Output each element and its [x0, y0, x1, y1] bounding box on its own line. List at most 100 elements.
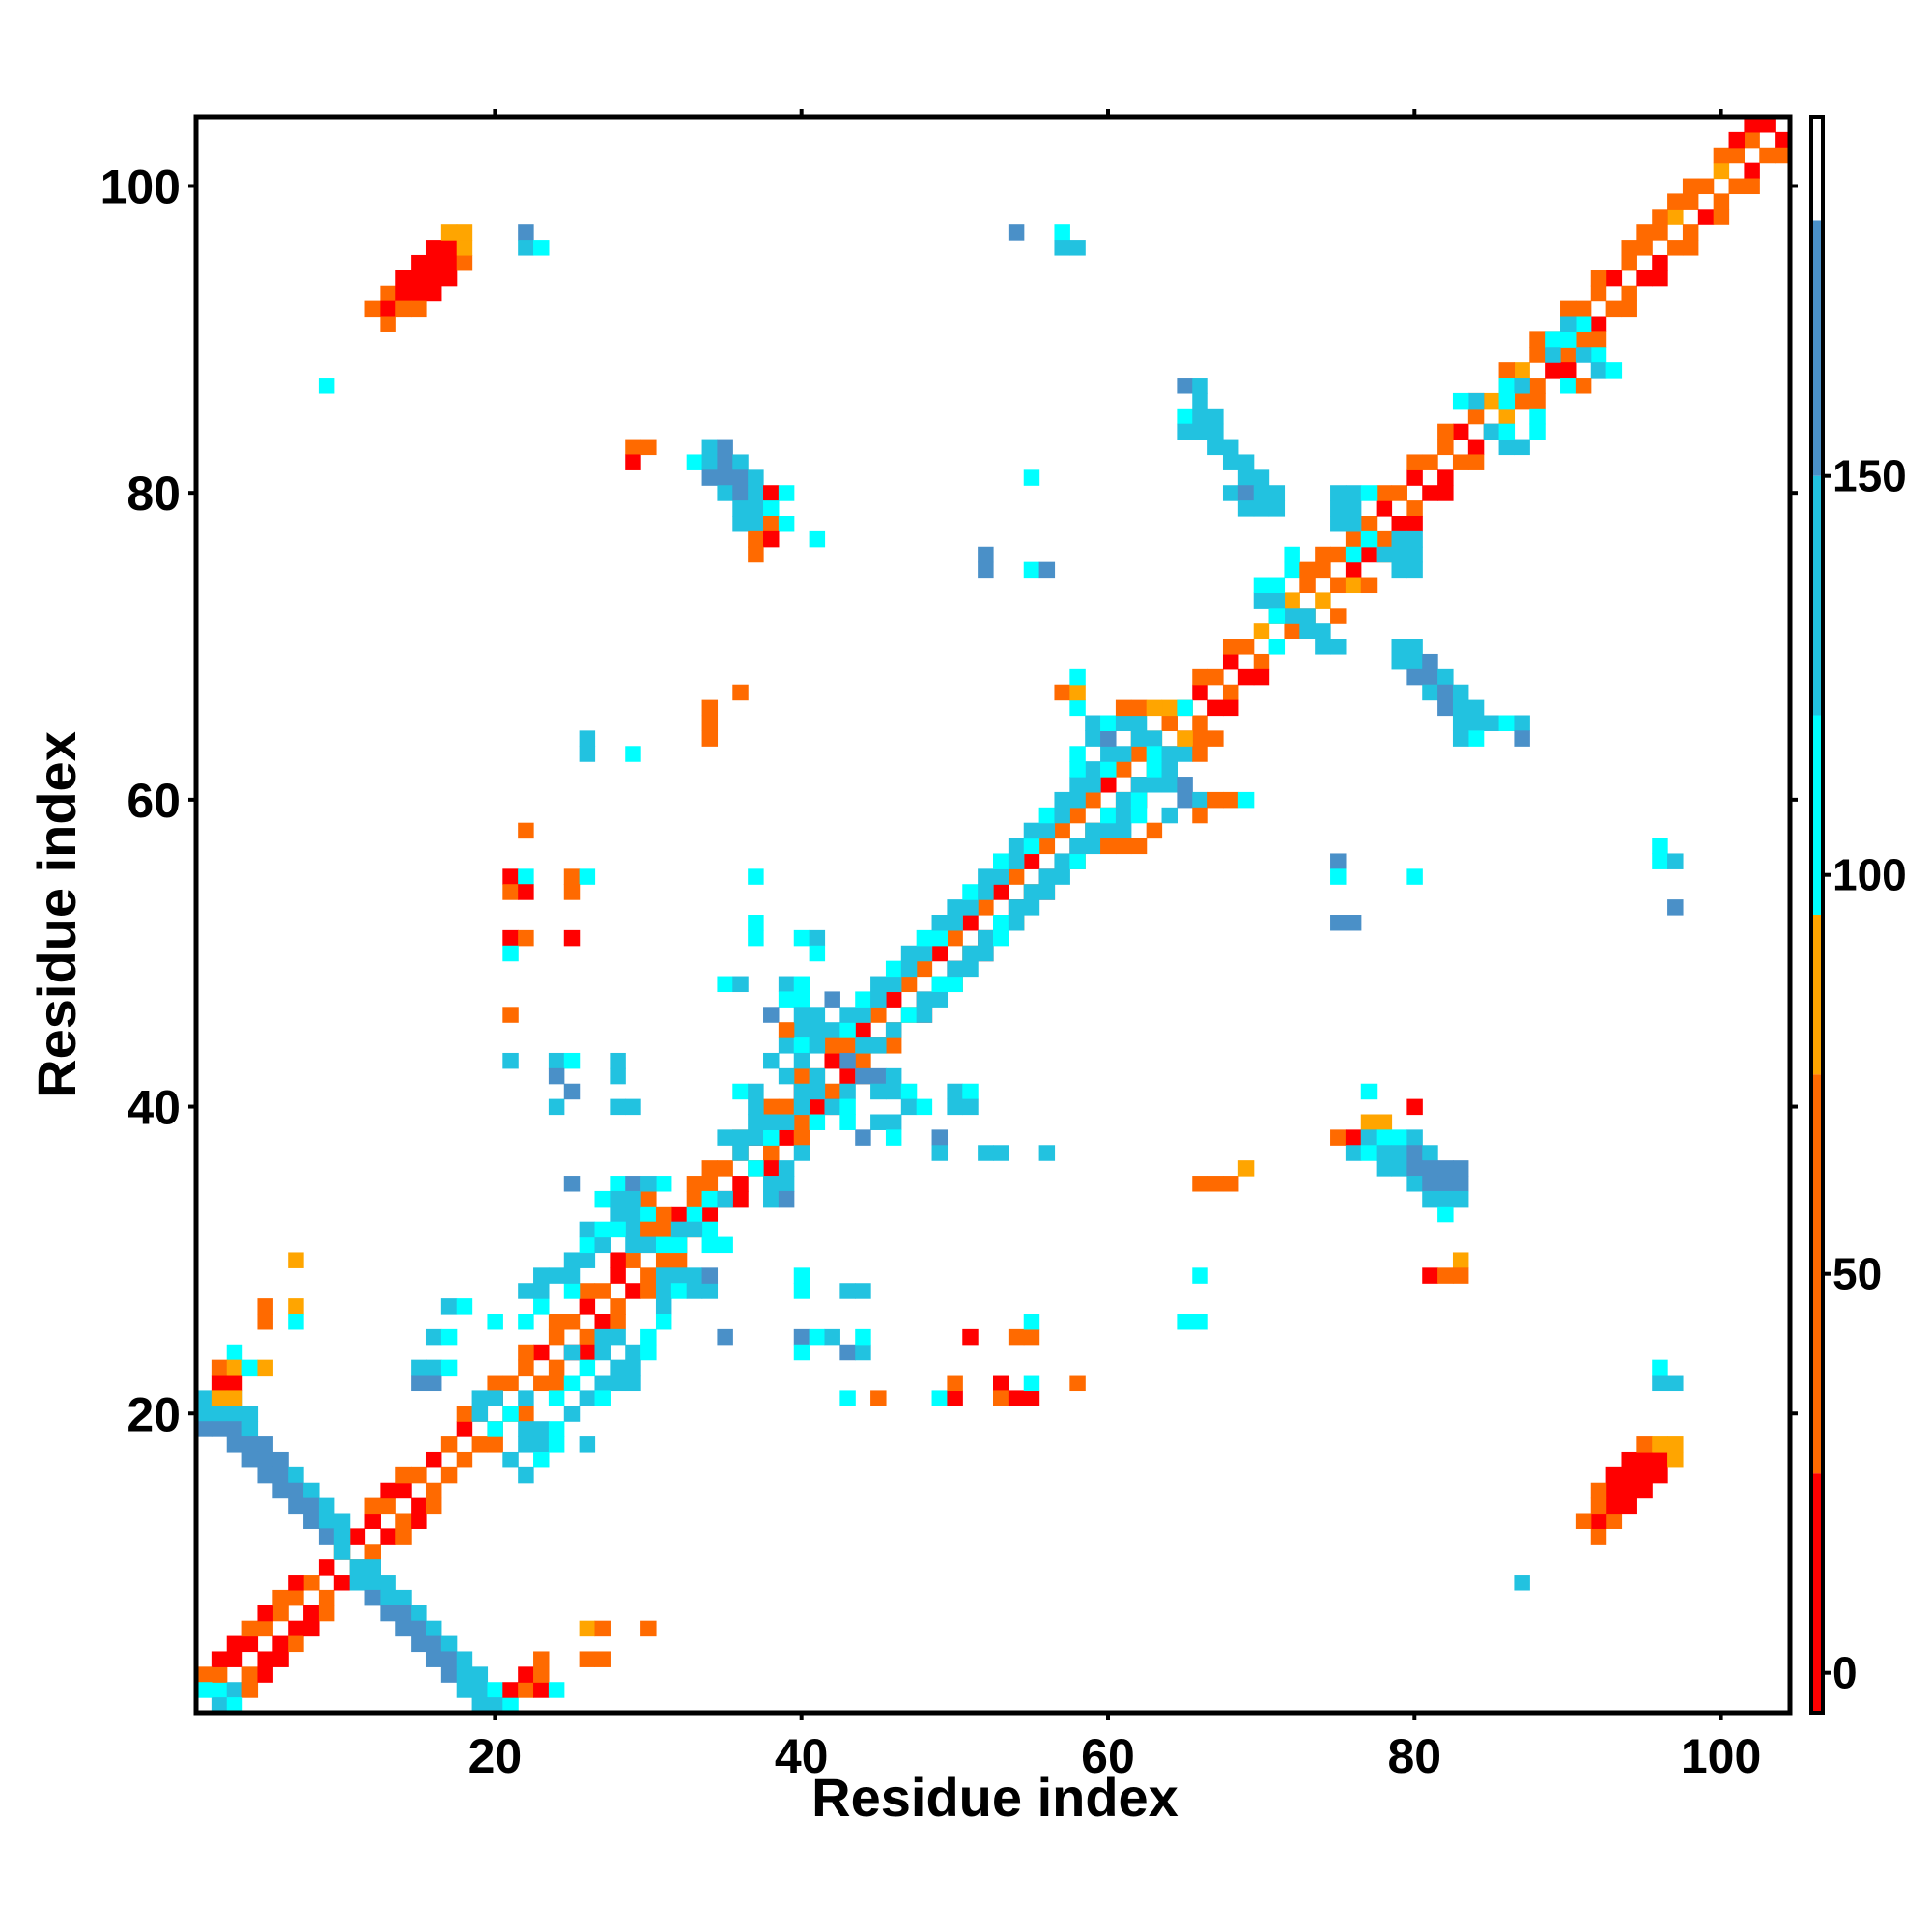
- heatmap-cell: [1330, 868, 1347, 885]
- heatmap-cell: [1437, 439, 1454, 456]
- heatmap-cell: [502, 1697, 519, 1714]
- heatmap-cell: [1713, 162, 1730, 180]
- heatmap-cell: [701, 1267, 719, 1284]
- heatmap-cell: [425, 1635, 442, 1653]
- heatmap-cell: [1605, 1466, 1623, 1484]
- heatmap-cell: [962, 899, 979, 916]
- heatmap-cell: [824, 991, 840, 1008]
- heatmap-cell: [242, 1635, 259, 1653]
- heatmap-cell: [1376, 530, 1393, 548]
- heatmap-cell: [456, 224, 473, 241]
- heatmap-cell: [1437, 1176, 1454, 1192]
- heatmap-cell: [778, 1098, 795, 1116]
- heatmap-cell: [226, 1375, 243, 1392]
- heatmap-cell: [579, 1298, 596, 1315]
- heatmap-cell: [763, 1190, 780, 1208]
- heatmap-cell: [1391, 530, 1407, 548]
- heatmap-cell: [1498, 378, 1516, 394]
- heatmap-cell: [1069, 240, 1086, 256]
- heatmap-cell: [1422, 653, 1438, 670]
- heatmap-cell: [1529, 392, 1546, 410]
- heatmap-cell: [610, 1314, 626, 1330]
- heatmap-cell: [610, 1359, 626, 1377]
- heatmap-cell: [732, 684, 749, 701]
- heatmap-cell: [1406, 639, 1423, 655]
- heatmap-cell: [1069, 684, 1086, 701]
- heatmap-cell: [395, 285, 412, 302]
- heatmap-cell: [487, 1375, 503, 1392]
- heatmap-cell: [1406, 668, 1423, 686]
- heatmap-cell: [518, 224, 534, 241]
- heatmap-cell: [885, 960, 902, 978]
- heatmap-cell: [563, 1375, 581, 1392]
- heatmap-cell: [548, 1421, 565, 1437]
- heatmap-cell: [1391, 653, 1407, 670]
- heatmap-cell: [1038, 868, 1056, 885]
- heatmap-cell: [1130, 838, 1148, 855]
- heatmap-cell: [1222, 454, 1239, 470]
- heatmap-cell: [962, 945, 979, 962]
- heatmap-cell: [349, 1559, 366, 1576]
- heatmap-cell: [1192, 1176, 1208, 1192]
- heatmap-cell: [380, 285, 396, 302]
- heatmap-cell: [579, 1328, 596, 1346]
- heatmap-cell: [885, 991, 902, 1008]
- heatmap-cell: [1208, 730, 1224, 747]
- heatmap-cell: [824, 1098, 840, 1116]
- heatmap-cell: [1192, 408, 1208, 425]
- heatmap-cell: [1268, 592, 1286, 609]
- heatmap-cell: [793, 929, 810, 947]
- colorbar-band: [1811, 1473, 1823, 1713]
- heatmap-cell: [855, 991, 871, 1008]
- heatmap-cell: [272, 1651, 289, 1667]
- heatmap-cell: [993, 915, 1009, 931]
- heatmap-cell: [1728, 147, 1746, 164]
- colorbar-band: [1811, 220, 1823, 476]
- heatmap-cell: [563, 884, 581, 900]
- heatmap-cell: [732, 1190, 749, 1208]
- heatmap-cell: [625, 1344, 641, 1361]
- heatmap-cell: [625, 1283, 641, 1299]
- heatmap-cell: [594, 1328, 611, 1346]
- heatmap-cell: [793, 991, 810, 1008]
- heatmap-cell: [855, 1007, 871, 1023]
- heatmap-cell: [440, 270, 458, 287]
- heatmap-cell: [563, 1406, 581, 1422]
- heatmap-cell: [1422, 454, 1438, 470]
- heatmap-cell: [411, 1359, 427, 1377]
- heatmap-cell: [1498, 423, 1516, 440]
- heatmap-cell: [1192, 746, 1208, 762]
- heatmap-cell: [594, 1283, 611, 1299]
- heatmap-cell: [1759, 117, 1776, 133]
- heatmap-cell: [670, 1283, 688, 1299]
- heatmap-cell: [625, 1098, 641, 1116]
- heatmap-cell: [1330, 608, 1347, 624]
- heatmap-cell: [242, 1421, 259, 1437]
- heatmap-cell: [1085, 838, 1101, 855]
- heatmap-cell: [1575, 347, 1592, 363]
- heatmap-cell: [257, 1620, 273, 1637]
- heatmap-cell: [717, 469, 733, 486]
- heatmap-cell: [839, 1067, 856, 1085]
- heatmap-cell: [1023, 899, 1040, 916]
- heatmap-cell: [778, 1176, 795, 1192]
- heatmap-cell: [839, 1037, 856, 1054]
- heatmap-cell: [870, 1390, 887, 1406]
- heatmap-cell: [257, 1298, 273, 1315]
- heatmap-cell: [1422, 1145, 1438, 1161]
- heatmap-cell: [640, 1206, 657, 1223]
- heatmap-cell: [610, 1375, 626, 1392]
- heatmap-cell: [288, 1620, 304, 1637]
- heatmap-cell: [1376, 485, 1393, 501]
- heatmap-cell: [303, 1513, 320, 1529]
- heatmap-cell: [548, 1390, 565, 1406]
- heatmap-cell: [993, 1390, 1009, 1406]
- heatmap-cell: [425, 1451, 442, 1468]
- heatmap-cell: [748, 546, 764, 563]
- heatmap-cell: [548, 1267, 565, 1284]
- heatmap-cell: [686, 1283, 703, 1299]
- heatmap-cell: [1360, 1129, 1378, 1146]
- heatmap-cell: [533, 1298, 550, 1315]
- heatmap-cell: [1467, 699, 1485, 717]
- heatmap-cell: [916, 960, 933, 978]
